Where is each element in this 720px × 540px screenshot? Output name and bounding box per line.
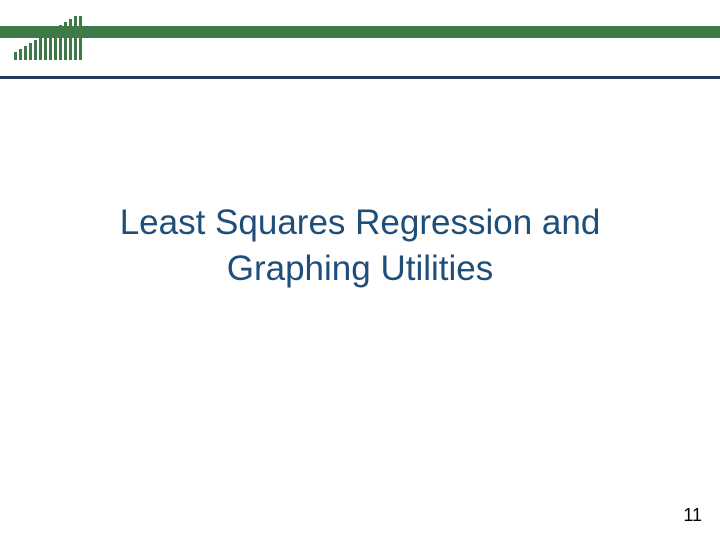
slide-title: Least Squares Regression and Graphing Ut… [0,200,720,291]
header-navy-rule [0,76,720,79]
header-green-bar [0,26,720,38]
logo-bars-icon [14,16,92,60]
slide-title-wrap: Least Squares Regression and Graphing Ut… [0,200,720,291]
slide-title-line1: Least Squares Regression and [120,203,601,242]
page-number: 11 [683,505,702,526]
logo-mark [14,16,92,60]
slide-title-line2: Graphing Utilities [227,249,494,288]
